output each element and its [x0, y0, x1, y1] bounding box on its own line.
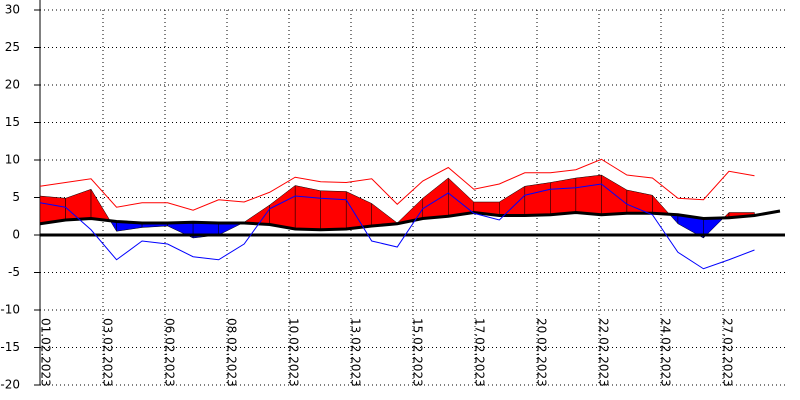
band — [499, 185, 526, 216]
band — [65, 188, 92, 221]
band — [575, 174, 602, 216]
band — [422, 177, 449, 219]
x-tick-label: 22.02.2023 — [597, 318, 611, 387]
band — [218, 222, 243, 236]
y-tick-label: 20 — [5, 78, 20, 92]
y-tick-label: -5 — [8, 265, 20, 279]
y-tick-label: 0 — [12, 228, 20, 242]
x-tick-label: 06.02.2023 — [163, 318, 177, 387]
y-tick-label: 5 — [12, 190, 20, 204]
band — [601, 174, 628, 216]
band — [345, 191, 372, 230]
y-tick-label: 15 — [5, 115, 20, 129]
x-tick-label: 27.02.2023 — [721, 318, 735, 387]
x-tick-label: 03.02.2023 — [101, 318, 115, 387]
band — [524, 182, 551, 216]
y-tick-label: 10 — [5, 153, 20, 167]
line-max — [39, 158, 755, 211]
x-tick-label: 10.02.2023 — [287, 318, 301, 387]
x-tick-label: 24.02.2023 — [659, 318, 673, 387]
x-tick-label: 20.02.2023 — [535, 318, 549, 387]
x-tick-label: 15.02.2023 — [411, 318, 425, 387]
band — [550, 177, 577, 216]
x-tick-label: 01.02.2023 — [39, 318, 53, 387]
y-tick-label: -15 — [0, 340, 20, 354]
band — [90, 188, 111, 222]
band — [294, 185, 321, 231]
x-tick-label: 08.02.2023 — [225, 318, 239, 387]
y-tick-label: -20 — [0, 378, 20, 392]
y-tick-label: 30 — [5, 3, 20, 17]
x-tick-label: 17.02.2023 — [473, 318, 487, 387]
y-tick-label: 25 — [5, 40, 20, 54]
y-tick-label: -10 — [0, 303, 20, 317]
band — [320, 190, 347, 231]
line-mean — [39, 209, 781, 232]
line-min — [39, 183, 755, 270]
x-tick-label: 13.02.2023 — [349, 318, 363, 387]
